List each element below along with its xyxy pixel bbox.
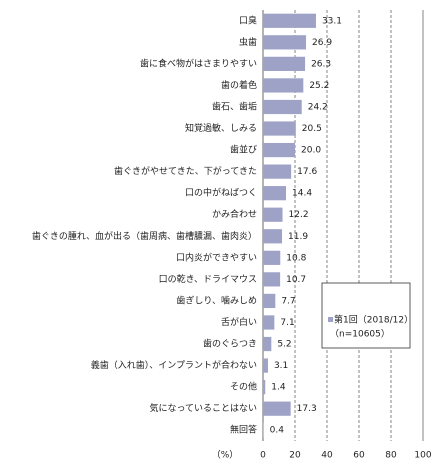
y-tick-label: 歯並び	[230, 144, 257, 156]
y-tick-label: その他	[230, 381, 257, 393]
bar	[263, 13, 316, 28]
legend-box	[321, 282, 411, 349]
y-tick-label: 歯ぐきの腫れ、血が出る（歯周病、歯槽膿漏、歯肉炎）	[32, 230, 257, 242]
value-label: 11.9	[288, 232, 308, 242]
value-label: 20.0	[301, 146, 321, 156]
value-label: 10.8	[286, 253, 306, 263]
value-label: 5.2	[277, 340, 291, 350]
legend-note: （n=10605）	[330, 329, 390, 340]
bar	[263, 250, 281, 265]
y-tick-label: 口内炎ができやすい	[176, 251, 257, 263]
y-tick-label: 歯ぐきがやせてきた、下がってきた	[114, 165, 257, 177]
legend-swatch	[328, 317, 333, 322]
y-tick-label: 口の中がねばつく	[185, 187, 257, 199]
value-label: 20.5	[302, 124, 322, 134]
bar	[263, 142, 295, 158]
bar	[263, 207, 283, 222]
value-label: 26.9	[312, 38, 332, 48]
value-label: 7.7	[281, 296, 295, 306]
value-label: 26.3	[311, 59, 331, 69]
bar	[263, 78, 304, 93]
value-label: 12.2	[289, 210, 309, 220]
bar	[263, 380, 266, 395]
x-tick-label: 40	[321, 451, 333, 461]
bar	[263, 272, 281, 287]
value-label: 24.2	[308, 102, 328, 112]
value-label: 7.1	[280, 318, 294, 328]
y-tick-label: 舌が白い	[221, 316, 257, 328]
bar	[263, 186, 287, 201]
bar	[263, 401, 291, 416]
bar	[263, 164, 292, 179]
bar	[263, 336, 272, 352]
value-label: 17.3	[297, 404, 317, 414]
value-label: 10.7	[286, 275, 306, 285]
value-label: 17.6	[297, 167, 317, 177]
y-tick-label: 歯石、歯垢	[212, 100, 257, 112]
value-label: 14.4	[292, 189, 312, 199]
y-tick-label: 歯の着色	[221, 79, 257, 91]
y-tick-label: 虫歯	[239, 36, 257, 48]
bar	[263, 99, 302, 115]
value-label: 3.1	[274, 361, 288, 371]
bar	[263, 35, 307, 50]
y-tick-label: かみ合わせ	[212, 208, 257, 220]
bar	[263, 293, 276, 309]
value-label: 0.4	[270, 426, 285, 436]
y-tick-label: 知覚過敏、しみる	[185, 122, 257, 134]
y-tick-label: 歯ぎしり、噛みしめ	[176, 294, 257, 306]
value-label: 33.1	[322, 16, 342, 26]
y-tick-label: 気になっていることはない	[149, 402, 257, 414]
bar	[263, 56, 306, 71]
value-label: 25.2	[309, 81, 329, 91]
y-tick-label: 歯のぐらつき	[203, 338, 257, 350]
x-tick-label: 80	[385, 451, 397, 461]
bar	[263, 315, 275, 330]
y-tick-label: 義歯（入れ歯）、インプラントが合わない	[91, 359, 257, 371]
y-tick-label: 口臭	[239, 14, 257, 26]
bar	[263, 229, 283, 244]
y-tick-label: 口の乾き、ドライマウス	[159, 273, 257, 285]
bar	[263, 121, 296, 136]
y-tick-label: 歯に食べ物がはさまりやすい	[140, 57, 257, 69]
y-tick-label: 無回答	[230, 424, 257, 436]
x-unit-label: （%）	[212, 450, 239, 461]
value-label: 1.4	[271, 383, 286, 393]
x-tick-label: 20	[289, 451, 301, 461]
bar	[263, 358, 268, 373]
x-tick-label: 0	[260, 451, 266, 461]
bar	[263, 423, 264, 438]
x-tick-label: 100	[414, 451, 431, 461]
x-tick-label: 60	[353, 451, 365, 461]
legend-label: 第1回（2018/12）	[334, 314, 413, 326]
